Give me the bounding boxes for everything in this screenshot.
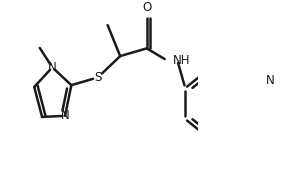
Text: S: S bbox=[94, 71, 102, 84]
Text: NH: NH bbox=[173, 55, 191, 67]
Text: O: O bbox=[142, 1, 151, 14]
Text: N: N bbox=[48, 61, 57, 74]
Text: N: N bbox=[61, 109, 69, 122]
Text: N: N bbox=[265, 74, 274, 87]
